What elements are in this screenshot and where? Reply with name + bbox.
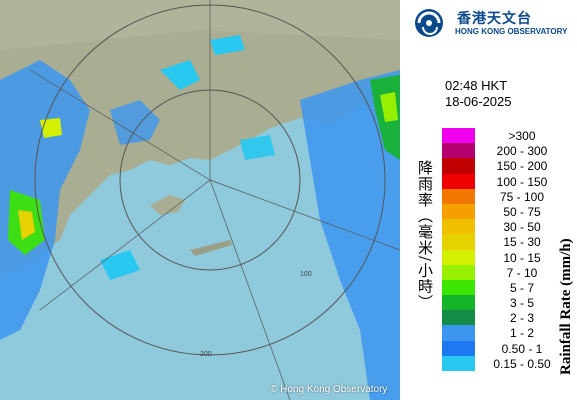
legend-label: 5 - 7 [509,280,534,295]
legend-row: 100 - 150 [442,173,572,189]
legend-label: >300 [508,129,536,143]
legend-label: 3 - 5 [509,296,534,311]
legend-row: 50 - 75 [442,203,572,220]
legend-label: 0.15 - 0.50 [493,356,551,371]
legend-swatch [442,355,475,371]
land-highlands [0,0,400,50]
legend-swatch [442,295,475,311]
legend-swatch [442,128,475,144]
legend-swatch [442,310,475,326]
range-spokes [29,0,400,400]
range-label-inner: 100 [300,271,312,278]
legend-label: 1 - 2 [509,326,534,341]
legend-row: 200 - 300 [442,143,572,159]
legend-swatch [442,249,475,265]
legend-swatch [442,188,475,204]
legend-row: 3 - 5 [442,295,572,311]
legend-row: >300 [442,128,572,144]
legend-row: 0.15 - 0.50 [442,355,572,371]
hko-logo-icon [415,9,443,37]
legend-swatch [442,234,475,250]
legend-title-en: Rainfall Rate (mm/h) [558,238,574,375]
range-label-outer: 200 [200,351,212,358]
legend-swatch [442,203,475,220]
legend-row: 1 - 2 [442,325,572,341]
legend-swatch [442,340,475,356]
legend-row: 0.50 - 1 [442,340,572,356]
legend-row: 150 - 200 [442,158,572,174]
legend-label: 150 - 200 [496,159,548,174]
legend-panel: 香港天文台 HONG KONG OBSERVATORY 02:48 HKT 18… [400,0,577,400]
legend-label: 2 - 3 [509,311,534,326]
legend-label: 200 - 300 [496,144,548,159]
legend-swatch [442,158,475,174]
legend-label: 50 - 75 [503,204,541,219]
logo-text-en: HONG KONG OBSERVATORY [455,27,568,36]
legend-label: 75 - 100 [499,189,545,204]
radar-map-svg: 200 100 [0,0,400,400]
logo-text-zh: 香港天文台 [457,11,532,27]
hko-logo[interactable]: 香港天文台 HONG KONG OBSERVATORY [412,6,572,40]
rainfall-legend: >300 200 - 300 150 - 200 100 - 150 75 - 100 5… [442,128,572,371]
map-copyright: © Hong Kong Observatory [270,384,388,395]
legend-swatch [442,264,475,280]
legend-swatch [442,219,475,235]
rain-echoes [0,35,400,400]
legend-label: 100 - 150 [496,174,548,189]
legend-swatch [442,173,475,189]
outlying-islands [190,240,232,256]
legend-label: 10 - 15 [503,250,541,265]
legend-label: 7 - 10 [506,265,538,280]
legend-row: 10 - 15 [442,249,572,265]
legend-swatch [442,143,475,159]
legend-label: 0.50 - 1 [501,341,543,356]
legend-row: 7 - 10 [442,264,572,280]
radar-time: 02:48 HKT [445,78,508,93]
legend-row: 30 - 50 [442,219,572,235]
radar-date: 18-06-2025 [445,94,512,109]
legend-row: 5 - 7 [442,279,572,296]
land-mass [0,0,400,275]
legend-row: 2 - 3 [442,310,572,326]
legend-row: 15 - 30 [442,234,572,250]
legend-label: 30 - 50 [503,220,541,235]
legend-swatch [442,279,475,296]
legend-label: 15 - 30 [503,235,541,250]
legend-title-zh: 降雨率（毫米/小時） [416,160,434,311]
lantau-island [150,195,185,215]
legend-swatch [442,325,475,341]
radar-map[interactable]: 200 100 © Hong Kong Observatory [0,0,400,400]
legend-row: 75 - 100 [442,188,572,204]
